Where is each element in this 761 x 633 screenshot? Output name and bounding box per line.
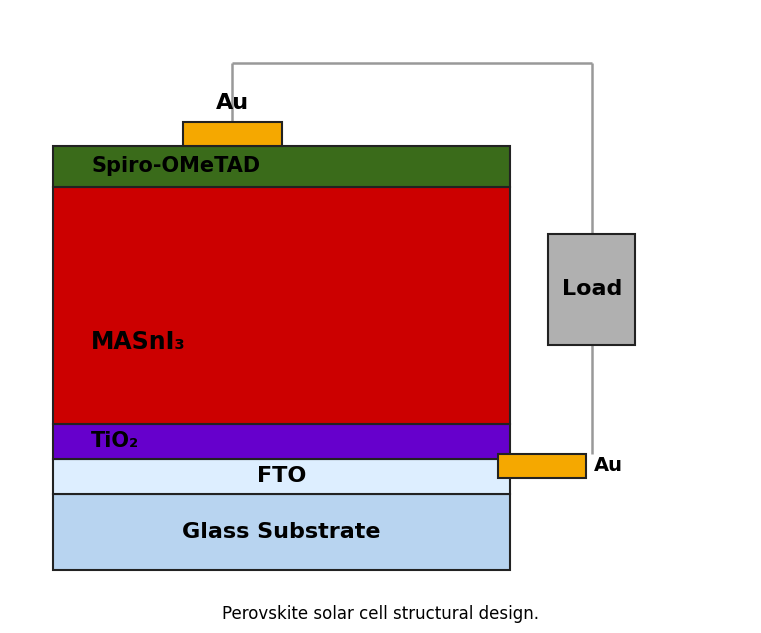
Bar (183, 122, 282, 146)
Bar (53, 146, 510, 187)
Bar (548, 234, 635, 345)
Bar (53, 424, 510, 459)
Text: Glass Substrate: Glass Substrate (183, 522, 380, 542)
Bar (498, 454, 586, 478)
Text: Load: Load (562, 279, 622, 299)
Text: FTO: FTO (257, 466, 306, 486)
Text: Au: Au (215, 92, 249, 113)
Text: TiO₂: TiO₂ (91, 431, 139, 451)
Bar (53, 187, 510, 424)
Text: MASnI₃: MASnI₃ (91, 330, 186, 354)
Text: Au: Au (594, 456, 622, 475)
Text: Spiro-OMeTAD: Spiro-OMeTAD (91, 156, 260, 176)
Text: Perovskite solar cell structural design.: Perovskite solar cell structural design. (222, 605, 539, 623)
Bar (53, 494, 510, 570)
Bar (53, 459, 510, 494)
